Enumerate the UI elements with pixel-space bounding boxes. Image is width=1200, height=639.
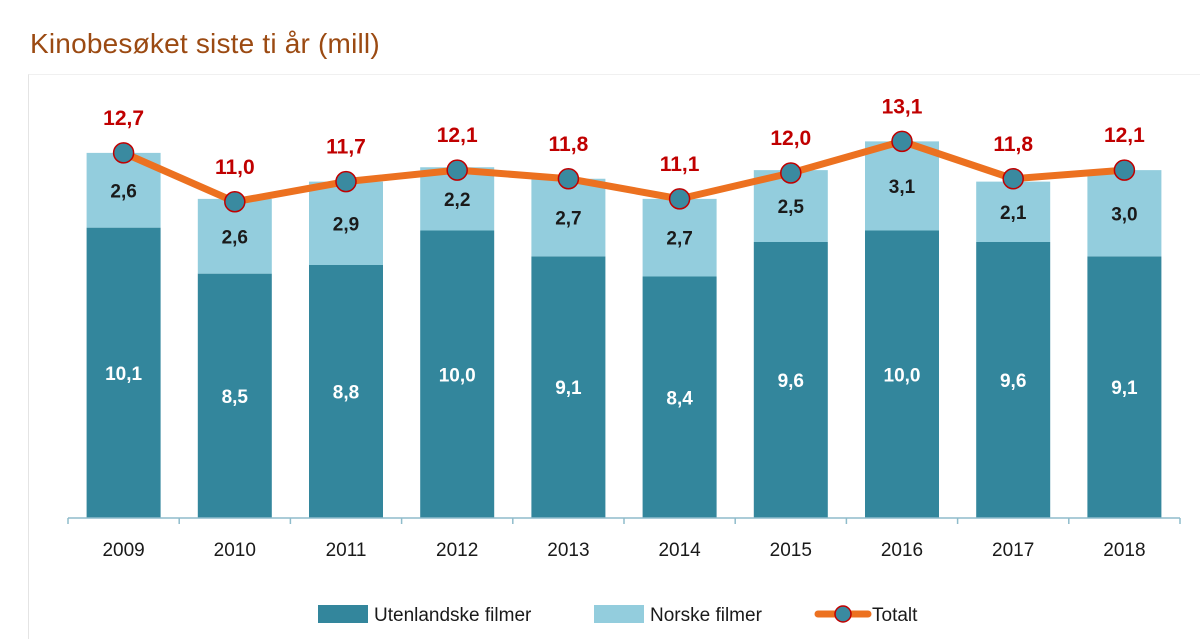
bars-layer: 10,1 2,6 8,5 2,6 8,8 2,9 10,0 2,2 9,1 2,7 8,4 2,7 9,… [86, 141, 1162, 518]
chart-title: Kinobesøket siste ti år (mill) [30, 28, 380, 59]
total-line [120, 137, 1128, 206]
total-point-2015 [780, 162, 802, 184]
label-norske-2010: 2,6 [222, 227, 248, 248]
total-label-2010: 11,0 [215, 156, 255, 179]
total-label-2012: 12,1 [437, 124, 478, 147]
total-line-layer: 12,7 11,0 11,7 12,1 11,8 11,1 12,0 13,1 11,8 12,1 [103, 95, 1145, 213]
x-tick-label-2010: 2010 [214, 540, 256, 561]
legend-swatch-utenlandske [318, 605, 368, 623]
total-label-2016: 13,1 [882, 95, 923, 118]
bar-utenlandske-2015 [753, 242, 828, 518]
total-point-2009 [112, 142, 135, 164]
total-label-2013: 11,8 [549, 133, 589, 156]
x-tick-label-2016: 2016 [881, 540, 923, 561]
bar-utenlandske-2012 [420, 230, 495, 518]
bar-norske-2013 [531, 178, 606, 257]
legend-label-totalt: Totalt [872, 605, 918, 626]
label-norske-2016: 3,1 [889, 177, 916, 198]
label-utenlandske-2016: 10,0 [884, 365, 921, 386]
total-point-2017 [1002, 168, 1024, 190]
label-utenlandske-2009: 10,1 [105, 364, 142, 385]
total-label-2015: 12,0 [770, 127, 811, 150]
bar-norske-2016 [865, 141, 939, 231]
total-point-2014 [668, 188, 691, 210]
label-norske-2014: 2,7 [666, 229, 692, 250]
bar-norske-2014 [642, 198, 717, 277]
x-tick-label-2013: 2013 [547, 540, 589, 561]
total-label-2014: 11,1 [660, 153, 700, 176]
label-utenlandske-2017: 9,6 [1000, 371, 1026, 392]
label-utenlandske-2010: 8,5 [222, 387, 249, 408]
x-axis: 2009 2010 2011 2012 2013 2014 2015 2016 2017 2018 [67, 517, 1181, 561]
x-tick-label-2009: 2009 [102, 540, 144, 561]
x-tick-label-2011: 2011 [326, 540, 367, 561]
bar-utenlandske-2009 [86, 227, 161, 518]
bar-norske-2017 [976, 181, 1051, 242]
x-tick-label-2015: 2015 [770, 540, 812, 561]
label-norske-2018: 3,0 [1111, 204, 1137, 225]
total-label-2011: 11,7 [326, 136, 366, 159]
label-norske-2017: 2,1 [1000, 203, 1027, 224]
total-point-2010 [224, 191, 246, 213]
legend-swatch-norske [594, 605, 644, 623]
bar-utenlandske-2010 [197, 273, 272, 518]
total-label-2017: 11,8 [993, 133, 1033, 156]
bar-utenlandske-2013 [531, 256, 606, 518]
label-utenlandske-2011: 8,8 [333, 383, 359, 404]
label-utenlandske-2015: 9,6 [778, 371, 804, 392]
legend-swatch-totalt-marker [834, 605, 852, 623]
label-norske-2011: 2,9 [333, 214, 359, 235]
chart-area [28, 74, 1200, 639]
label-utenlandske-2013: 9,1 [555, 378, 582, 399]
bar-utenlandske-2018 [1087, 256, 1162, 518]
total-label-2009: 12,7 [103, 107, 144, 130]
x-tick-label-2014: 2014 [658, 540, 701, 561]
x-tick-label-2018: 2018 [1103, 540, 1145, 561]
bar-utenlandske-2011 [309, 265, 383, 518]
total-point-2016 [891, 130, 913, 153]
label-norske-2009: 2,6 [110, 181, 136, 202]
label-norske-2013: 2,7 [555, 209, 581, 230]
bar-utenlandske-2016 [865, 230, 939, 518]
label-utenlandske-2012: 10,0 [439, 365, 476, 386]
bar-utenlandske-2014 [642, 276, 717, 518]
total-point-2011 [335, 170, 357, 193]
x-tick-label-2017: 2017 [992, 540, 1034, 561]
bar-utenlandske-2017 [976, 242, 1051, 518]
total-point-2013 [557, 168, 580, 190]
label-norske-2015: 2,5 [778, 197, 805, 218]
label-norske-2012: 2,2 [444, 190, 470, 211]
total-point-2012 [446, 159, 468, 181]
legend: Utenlandske filmer Norske filmer Totalt [318, 605, 918, 626]
total-point-2018 [1113, 159, 1136, 181]
legend-label-norske: Norske filmer [650, 605, 763, 626]
label-utenlandske-2018: 9,1 [1111, 378, 1138, 399]
x-tick-label-2012: 2012 [436, 540, 478, 561]
total-label-2018: 12,1 [1104, 124, 1145, 147]
legend-label-utenlandske: Utenlandske filmer [374, 605, 532, 626]
bar-norske-2018 [1087, 170, 1162, 257]
bar-norske-2011 [309, 181, 383, 265]
label-utenlandske-2014: 8,4 [666, 388, 693, 409]
